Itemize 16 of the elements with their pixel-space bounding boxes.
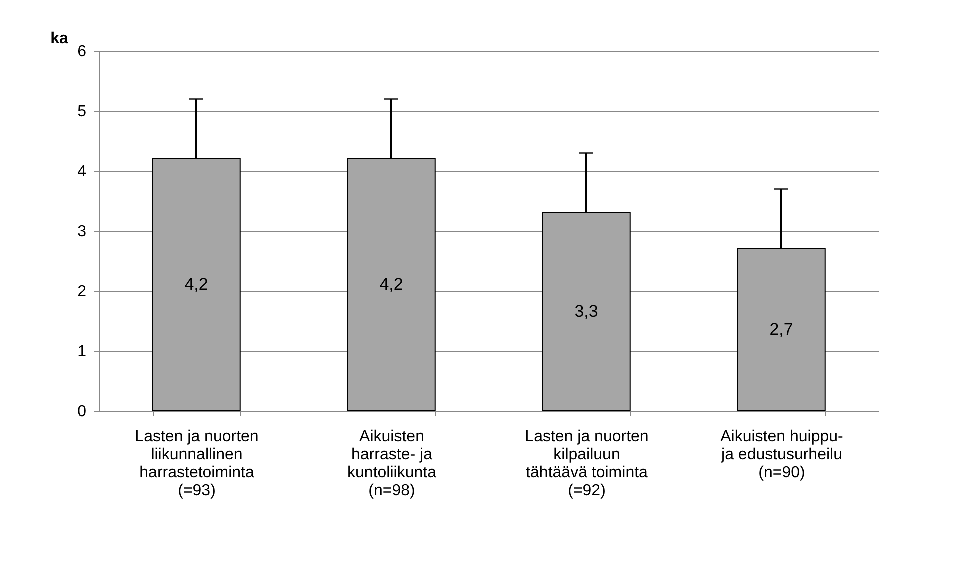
y-tick-label: 5 (78, 104, 87, 120)
x-tick-label: Lasten ja nuorten liikunnallinen harrastetoiminta (=93) (135, 428, 259, 500)
x-tick-label: Aikuisten harraste- ja kuntoliikunta (n=98) (348, 428, 437, 500)
data-label: 3,3 (574, 302, 598, 321)
x-tick-label: Aikuisten huippu- ja edustusurheilu (n=90) (720, 428, 844, 482)
data-label: 4,2 (184, 275, 208, 294)
y-tick-label: 3 (78, 224, 87, 240)
y-axis-title: ka (50, 30, 68, 48)
y-tick-label: 2 (78, 284, 87, 300)
data-label: 2,7 (770, 320, 794, 339)
y-tick-label: 4 (78, 164, 87, 180)
data-label: 4,2 (380, 275, 404, 294)
x-tick-label: Lasten ja nuorten kilpailuun tähtäävä toiminta (=92) (525, 428, 649, 500)
y-tick-label: 0 (78, 404, 87, 420)
y-tick-label: 1 (78, 344, 87, 360)
y-tick-label: 6 (78, 44, 87, 60)
